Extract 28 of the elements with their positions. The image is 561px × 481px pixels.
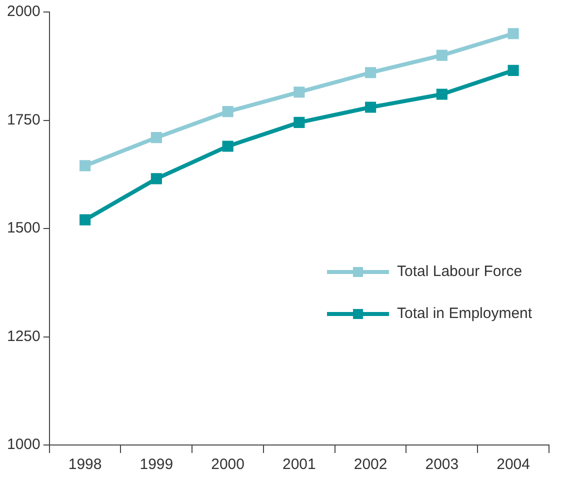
point (365, 102, 376, 113)
point (365, 67, 376, 78)
point (436, 88, 448, 100)
point (150, 132, 162, 144)
x-tick-label: 2004 (496, 456, 530, 474)
point (508, 28, 519, 40)
point (508, 64, 519, 76)
point (294, 86, 305, 98)
point (80, 214, 91, 226)
y-tick-label: 1500 (6, 220, 40, 237)
y-tick-label: 1750 (6, 111, 40, 128)
y-tick-label: 2000 (6, 3, 40, 20)
legend-label: Total in Employment (397, 305, 533, 322)
point (222, 106, 234, 118)
point (150, 173, 162, 184)
x-tick-label: 1998 (68, 456, 102, 474)
y-tick-label: 1250 (6, 328, 40, 345)
x-tick-label: 2001 (282, 456, 316, 474)
x-tick-label: 2003 (425, 456, 459, 474)
x-tick-label: 2002 (354, 456, 388, 474)
legend-label: Total Labour Force (397, 263, 522, 280)
point (294, 116, 305, 128)
point (436, 50, 448, 61)
x-tick-label: 1999 (140, 456, 174, 474)
point (222, 140, 234, 152)
x-tick-label: 2000 (211, 456, 244, 474)
y-tick-label: 1000 (6, 436, 40, 454)
point (80, 160, 91, 172)
